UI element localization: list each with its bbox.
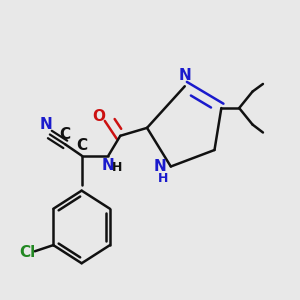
Text: C: C	[77, 138, 88, 153]
Text: Cl: Cl	[19, 245, 35, 260]
Text: O: O	[92, 109, 105, 124]
Text: N: N	[153, 159, 166, 174]
Text: H: H	[158, 172, 169, 184]
Text: N: N	[178, 68, 191, 83]
Text: N: N	[40, 117, 52, 132]
Text: C: C	[60, 127, 71, 142]
Text: N: N	[102, 158, 115, 173]
Text: H: H	[112, 161, 122, 174]
